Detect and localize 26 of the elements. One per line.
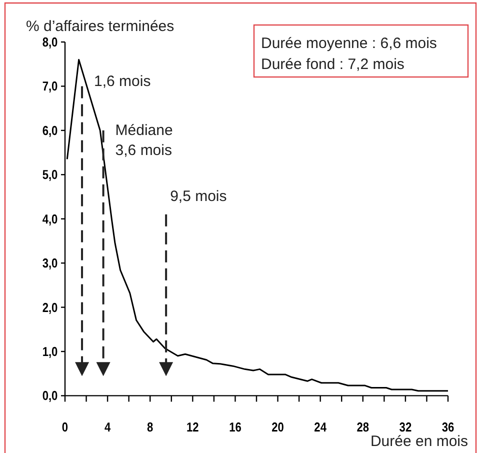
y-tick-label: 8,0 [42, 34, 58, 50]
y-tick-label: 6,0 [42, 123, 58, 138]
x-axis-title: Durée en mois [370, 433, 468, 450]
y-tick-label: 1,0 [42, 344, 58, 360]
y-axis-title: % d’affaires terminées [26, 18, 174, 35]
y-tick-label: 0,0 [42, 388, 58, 404]
x-tick-label: 4 [104, 420, 111, 435]
y-tick-label: 2,0 [42, 300, 58, 316]
y-tick-label: 3,0 [42, 256, 58, 271]
x-tick-label: 24 [314, 420, 327, 435]
x-tick-label: 8 [147, 420, 154, 435]
y-tick-label: 7,0 [42, 78, 58, 94]
x-tick-label: 0 [62, 420, 68, 435]
ref-line-label: 9,5 mois [170, 188, 227, 206]
x-tick-label: 16 [229, 420, 242, 435]
x-tick-label: 20 [272, 420, 284, 435]
x-tick-label: 28 [356, 420, 370, 435]
annotation: Durée fond : 7,2 mois [261, 56, 404, 73]
x-tick-label: 12 [186, 420, 200, 435]
x-tick-label: 36 [442, 420, 454, 435]
annotation: Durée moyenne : 6,6 mois [261, 35, 437, 52]
x-tick-label: 32 [399, 420, 412, 435]
ref-line-label: Médiane 3,6 mois [115, 122, 173, 159]
y-tick-label: 5,0 [42, 167, 58, 182]
ref-line-label: 1,6 mois [94, 73, 151, 90]
y-tick-label: 4,0 [42, 211, 58, 227]
